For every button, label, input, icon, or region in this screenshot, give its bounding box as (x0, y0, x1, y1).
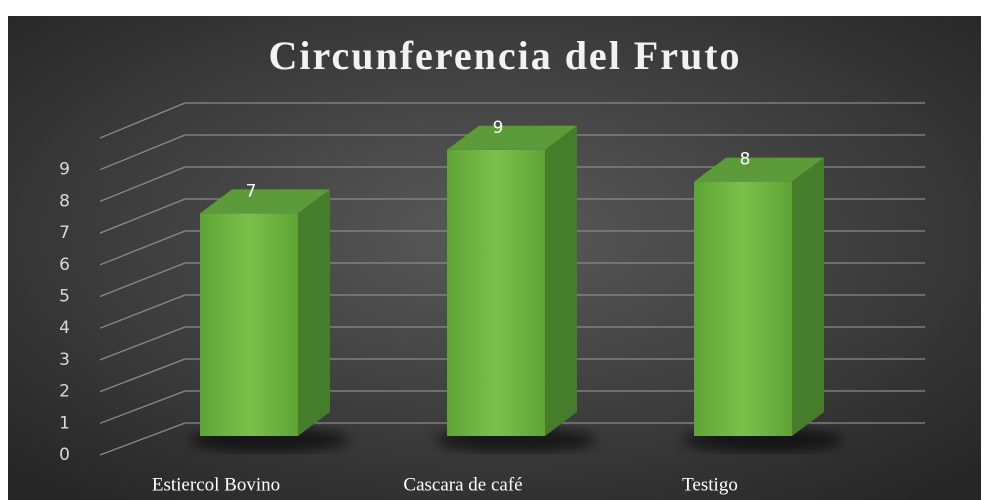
bar-top (200, 189, 330, 214)
bar-side (298, 189, 330, 436)
bar (200, 213, 298, 436)
grid-line (99, 326, 186, 361)
x-tick-label: Estiercol Bovino (152, 474, 280, 495)
bar-side (792, 157, 824, 436)
y-tick-label: 5 (59, 287, 70, 307)
y-tick-label: 2 (59, 382, 70, 402)
x-tick-label: Testigo (682, 474, 738, 495)
y-tick-label: 0 (59, 445, 70, 465)
bar-side (545, 125, 577, 437)
plot: 0 1 2 3 4 5 6 7 8 9 7 Estiercol Bovino 9 Cascara de c… (59, 102, 925, 495)
y-tick-label: 7 (59, 223, 70, 243)
grid-line (99, 198, 186, 234)
grid-line (99, 358, 186, 393)
grid-line (99, 422, 186, 456)
bar (694, 181, 792, 436)
y-tick-label: 3 (59, 350, 70, 370)
data-label: 8 (740, 150, 751, 170)
chart-title: Circunferencia del Fruto (268, 33, 741, 78)
y-tick-label: 6 (59, 255, 70, 275)
grid-line (99, 262, 186, 298)
y-tick-label: 8 (59, 191, 70, 211)
bar-top (694, 157, 824, 182)
grid-line (99, 166, 186, 203)
grid-line (99, 230, 186, 266)
grid-line (99, 134, 186, 171)
y-tick-label: 1 (59, 413, 70, 433)
data-label: 7 (246, 181, 257, 201)
grid-line (99, 102, 186, 139)
x-tick-label: Cascara de café (403, 474, 522, 495)
bar (447, 149, 545, 437)
bar-top (447, 125, 577, 150)
y-tick-label: 9 (59, 160, 70, 180)
y-tick-label: 4 (59, 318, 70, 338)
data-label: 9 (493, 118, 504, 138)
grid-line (99, 390, 186, 424)
grid-line (99, 294, 186, 329)
